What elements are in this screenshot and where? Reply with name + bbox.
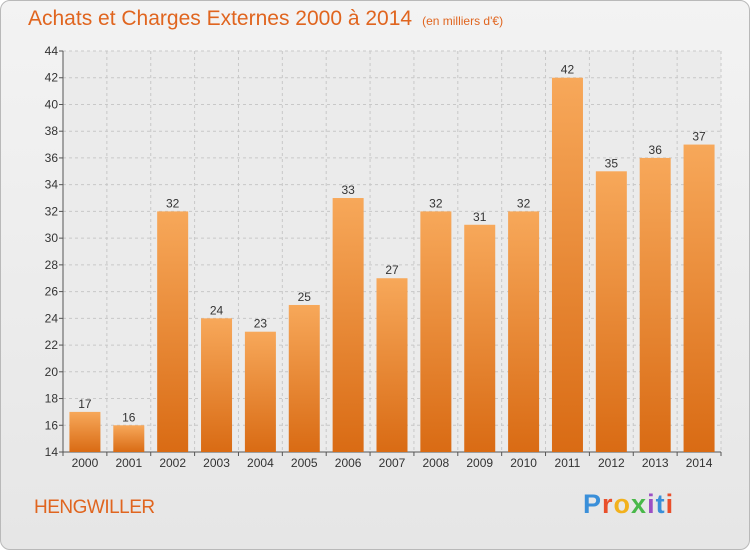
bar-2000 [69, 411, 101, 452]
y-tick-label: 24 [45, 311, 59, 325]
bar-2007 [376, 278, 408, 452]
data-label-2014: 37 [692, 130, 706, 144]
data-label-2009: 31 [473, 210, 487, 224]
x-tick-label-2012: 2012 [598, 456, 625, 470]
data-label-2008: 32 [429, 196, 443, 210]
y-tick-label: 36 [45, 151, 59, 165]
y-tick-label: 14 [45, 445, 59, 459]
bar-2002 [157, 211, 189, 452]
x-tick-label-2011: 2011 [555, 456, 581, 470]
y-tick-label: 16 [45, 418, 59, 432]
data-label-2000: 17 [78, 397, 92, 411]
bar-2006 [332, 198, 364, 452]
x-tick-label-2001: 2001 [115, 456, 142, 470]
x-tick-label-2002: 2002 [159, 456, 186, 470]
bar-2003 [201, 318, 233, 452]
title-row: Achats et Charges Externes 2000 à 2014 (e… [28, 7, 503, 31]
data-label-2004: 23 [254, 317, 268, 331]
data-label-2005: 25 [298, 290, 312, 304]
data-label-2011: 42 [561, 63, 575, 77]
y-tick-label: 32 [45, 204, 59, 218]
bar-2001 [113, 425, 145, 452]
x-tick-label-2009: 2009 [466, 456, 493, 470]
data-label-2012: 35 [605, 156, 619, 170]
data-label-2003: 24 [210, 303, 224, 317]
y-tick-label: 30 [45, 231, 59, 245]
y-tick-label: 34 [45, 178, 59, 192]
x-tick-label-2004: 2004 [247, 456, 274, 470]
y-tick-label: 26 [45, 285, 59, 299]
data-label-2001: 16 [122, 410, 136, 424]
data-label-2013: 36 [649, 143, 663, 157]
bar-2014 [683, 144, 715, 453]
data-label-2010: 32 [517, 196, 531, 210]
y-tick-label: 44 [45, 44, 59, 58]
y-tick-label: 40 [45, 97, 59, 111]
chart-unit: (en milliers d'€) [422, 14, 504, 28]
y-tick-label: 20 [45, 365, 59, 379]
bar-2008 [420, 211, 452, 452]
data-label-2006: 33 [341, 183, 355, 197]
location-name: HENGWILLER [34, 497, 155, 518]
x-tick-label-2000: 2000 [72, 456, 99, 470]
bar-2009 [464, 224, 496, 452]
y-tick-label: 38 [45, 124, 59, 138]
bar-2010 [508, 211, 540, 452]
y-tick-label: 18 [45, 392, 59, 406]
x-tick-label-2008: 2008 [423, 456, 450, 470]
y-tick-label: 28 [45, 258, 59, 272]
y-tick-label: 42 [45, 71, 59, 85]
x-tick-label-2003: 2003 [203, 456, 230, 470]
data-label-2007: 27 [385, 263, 399, 277]
label-layer: 17 2000 16 2001 32 2002 24 2003 23 2004 25 2005 33 20… [72, 63, 713, 470]
x-tick-label-2014: 2014 [686, 456, 713, 470]
chart-title: Achats et Charges Externes 2000 à 2014 [28, 7, 413, 30]
proxiti-logo[interactable]: Proxiti [583, 489, 675, 519]
bar-2012 [595, 171, 627, 453]
x-tick-label-2013: 2013 [642, 456, 669, 470]
x-tick-label-2005: 2005 [291, 456, 318, 470]
x-tick-label-2007: 2007 [379, 456, 406, 470]
x-tick-label-2006: 2006 [335, 456, 362, 470]
bar-2005 [288, 304, 320, 452]
bar-2013 [639, 157, 671, 452]
data-label-2002: 32 [166, 196, 180, 210]
bar-2011 [551, 77, 583, 452]
x-tick-label-2010: 2010 [510, 456, 537, 470]
bar-layer [69, 77, 715, 453]
bar-2004 [244, 331, 276, 452]
y-tick-label: 22 [45, 338, 59, 352]
